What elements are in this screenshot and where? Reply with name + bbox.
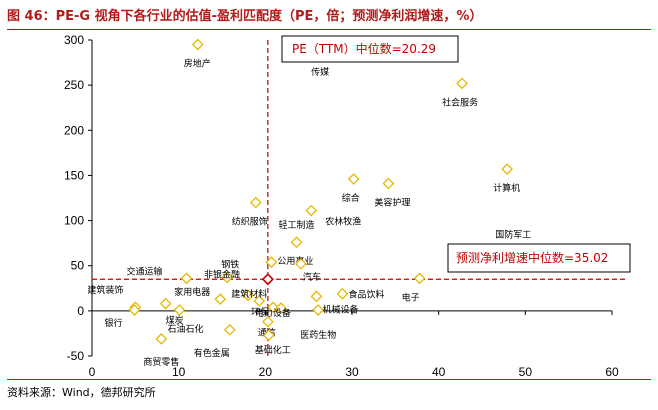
x-tick-label: 40 — [432, 365, 446, 379]
y-tick-label: 50 — [71, 259, 85, 273]
data-point-label: 计算机 — [493, 182, 520, 194]
data-point-label: 纺织服饰 — [232, 216, 268, 228]
y-tick-label: 150 — [64, 168, 84, 182]
data-point-marker — [180, 272, 193, 285]
data-point-marker — [290, 236, 303, 249]
data-point-marker — [456, 77, 468, 90]
data-point-label: 银行 — [104, 317, 122, 329]
x-tick-label: 10 — [172, 365, 186, 379]
x-tick-label: 30 — [345, 365, 359, 379]
data-point-label: 交通运输 — [126, 265, 162, 277]
chart-axes: -50 0 50 100 150 200 250 300 0 10 20 30 40 50 60 — [64, 33, 619, 379]
x-tick-label: 20 — [259, 365, 273, 379]
data-point-marker — [214, 293, 227, 305]
x-tick-label: 50 — [519, 365, 533, 379]
median-reference-lines — [92, 40, 626, 356]
data-point-marker — [267, 301, 280, 314]
data-point-label: 有色金属 — [194, 347, 230, 359]
data-point-label: 商贸零售 — [143, 356, 179, 368]
data-point-marker — [242, 289, 254, 302]
data-point-label: 国防军工 — [495, 228, 531, 240]
data-point-marker — [159, 297, 172, 310]
data-point-label: 房地产 — [184, 58, 211, 70]
data-point-marker — [310, 290, 323, 303]
data-point-label: 汽车 — [303, 271, 321, 283]
y-tick-label: 0 — [77, 304, 84, 318]
data-point-marker — [305, 204, 318, 217]
data-point-marker — [128, 304, 141, 316]
data-point-marker — [501, 163, 514, 175]
data-point-label: 食品饮料 — [348, 289, 384, 301]
median-annotations: PE（TTM）中位数=20.29 预测净利增速中位数=35.02 — [281, 35, 631, 273]
data-point-marker — [336, 287, 349, 300]
source-divider — [7, 379, 651, 380]
y-tick-label: 100 — [64, 214, 84, 228]
x-tick-label: 0 — [89, 365, 96, 379]
data-point-label: 煤炭 — [166, 315, 184, 327]
data-point-marker — [173, 304, 186, 316]
data-point-label: 机械设备 — [322, 303, 358, 315]
data-point-label: 基础化工 — [255, 344, 291, 356]
data-point-marker — [382, 177, 395, 190]
data-point-label: 医药生物 — [300, 329, 336, 341]
data-point-marker — [221, 271, 234, 284]
pe-median-label: PE（TTM）中位数=20.29 — [292, 41, 436, 56]
data-point-label: 轻工制造 — [279, 219, 315, 231]
y-tick-label: -50 — [67, 349, 85, 363]
figure-title: 图 46：PE-G 视角下各行业的估值-盈利匹配度（PE，倍；预测净利润增速，%… — [7, 5, 651, 30]
data-point-marker — [347, 173, 360, 185]
source-note: 资料来源：Wind，德邦研究所 — [7, 386, 156, 399]
data-point-marker — [262, 315, 274, 328]
data-point-label: 钢铁 — [221, 258, 239, 270]
growth-median-box — [447, 243, 631, 273]
data-point-marker — [413, 272, 426, 285]
data-point-label: 社会服务 — [442, 96, 478, 108]
y-tick-label: 300 — [64, 33, 84, 47]
data-point-marker — [262, 329, 275, 342]
growth-median-label: 预测净利增速中位数=35.02 — [456, 250, 608, 265]
data-point-label: 传媒 — [311, 66, 329, 78]
data-point-marker — [275, 302, 287, 315]
data-point-marker — [265, 256, 278, 268]
data-point-marker — [191, 38, 204, 51]
data-point-marker — [155, 332, 168, 345]
data-point-label: 农林牧渔 — [325, 216, 361, 228]
data-point-label: 石油石化 — [168, 323, 204, 335]
median-point-marker — [261, 273, 274, 286]
data-point-marker — [223, 323, 236, 336]
y-tick-label: 200 — [64, 123, 84, 137]
data-point-label: 建筑装饰 — [87, 284, 123, 296]
data-point-label: 美容护理 — [374, 197, 410, 209]
data-point-label: 电力设备 — [255, 307, 291, 319]
y-tick-label: 250 — [64, 78, 84, 92]
data-point-label: 公用事业 — [277, 255, 313, 267]
pe-median-box — [281, 35, 459, 63]
data-point-marker — [312, 304, 325, 316]
data-point-label: 建筑材料 — [231, 288, 267, 300]
data-point-marker — [249, 196, 262, 209]
data-point-marker — [253, 295, 266, 307]
data-point-label: 综合 — [342, 192, 360, 204]
data-point-marker — [294, 258, 307, 270]
data-point-label: 电子 — [402, 291, 420, 303]
x-tick-label: 60 — [605, 365, 619, 379]
data-point-label: 环保 — [251, 306, 269, 318]
data-point-label: 非银金融 — [204, 269, 240, 281]
data-point-label: 家用电器 — [174, 286, 210, 298]
